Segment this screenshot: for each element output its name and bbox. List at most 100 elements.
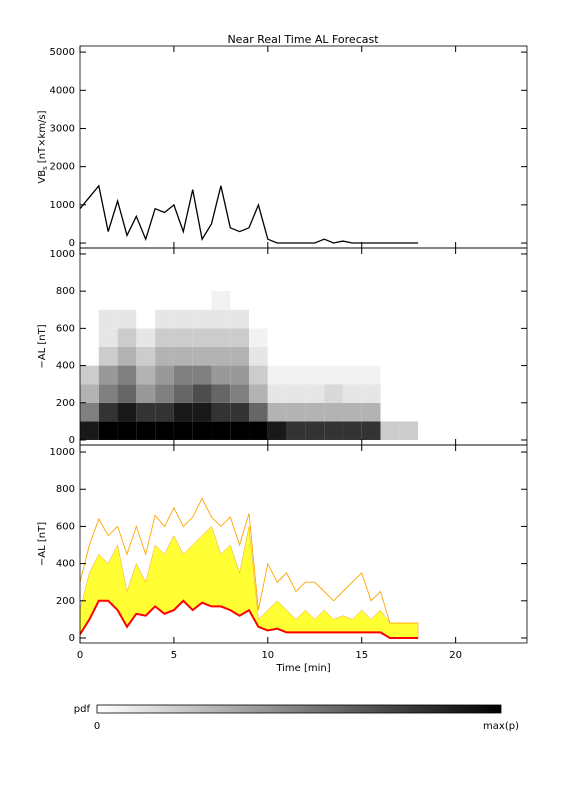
heat-cell xyxy=(192,328,212,347)
heat-cell xyxy=(98,309,118,329)
heat-cell xyxy=(361,365,381,385)
panel: 0 200 400 600 800 1000 0 5 10 15 20 −AL [nT] Time [m… xyxy=(37,444,528,674)
heat-cell xyxy=(117,402,137,422)
panel: 0 200 400 600 800 1000 −AL [nT] xyxy=(37,247,528,446)
heat-cell xyxy=(324,421,343,440)
heat-cell xyxy=(399,346,419,366)
heat-cell xyxy=(98,402,118,422)
heat-cell xyxy=(342,346,362,366)
heat-cell xyxy=(380,328,400,347)
heat-cell xyxy=(286,384,306,403)
y-tick-label: 200 xyxy=(56,596,75,607)
x-tick-label: 15 xyxy=(355,650,368,661)
heat-cell xyxy=(155,384,174,403)
heat-cell xyxy=(98,291,118,310)
heat-cell xyxy=(117,328,137,347)
heat-cell xyxy=(117,309,137,329)
heat-cell xyxy=(211,365,231,385)
heat-cell xyxy=(136,365,156,385)
heat-cell xyxy=(342,291,362,310)
x-tick-label: 10 xyxy=(261,650,274,661)
heat-cell xyxy=(342,421,362,440)
heat-cell xyxy=(342,402,362,422)
heat-cell xyxy=(305,384,325,403)
heat-cell xyxy=(286,402,306,422)
heat-cell xyxy=(249,384,268,403)
heat-cell xyxy=(399,291,419,310)
y-label-main: VB xyxy=(37,170,48,184)
heat-cell xyxy=(267,291,287,310)
x-tick-label: 20 xyxy=(449,650,462,661)
heat-cell xyxy=(230,346,250,366)
heat-cell xyxy=(267,384,287,403)
heat-cell xyxy=(136,309,156,329)
heat-cell xyxy=(267,346,287,366)
heat-cell xyxy=(305,402,325,422)
heat-cell xyxy=(136,346,156,366)
heat-cell xyxy=(399,384,419,403)
heat-cell xyxy=(267,309,287,329)
y-tick-label: 200 xyxy=(56,398,75,409)
heat-cell xyxy=(98,365,118,385)
y-tick-label: 0 xyxy=(69,435,75,446)
heat-cell xyxy=(98,384,118,403)
heat-cell xyxy=(267,402,287,422)
heat-cell xyxy=(267,365,287,385)
heat-cell xyxy=(211,384,231,403)
heat-cell xyxy=(80,346,99,366)
frame xyxy=(79,444,528,644)
heat-cell xyxy=(173,328,193,347)
heat-cell xyxy=(192,346,212,366)
plot-area xyxy=(80,291,419,440)
heat-cell xyxy=(155,291,174,310)
heat-cell xyxy=(286,346,306,366)
heat-cell xyxy=(230,421,250,440)
heat-cell xyxy=(98,421,118,440)
heat-cell xyxy=(249,421,268,440)
heat-cell xyxy=(211,309,231,329)
heat-cell xyxy=(342,365,362,385)
heat-cell xyxy=(230,365,250,385)
heat-cell xyxy=(324,309,343,329)
plot-area xyxy=(80,497,419,639)
y-tick-label: 800 xyxy=(56,484,75,495)
heat-cell xyxy=(173,291,193,310)
heat-cell xyxy=(305,421,325,440)
heat-cell xyxy=(249,291,268,310)
heat-cell xyxy=(173,384,193,403)
heat-cell xyxy=(230,402,250,422)
heat-cell xyxy=(324,291,343,310)
y-tick-label: 4000 xyxy=(50,85,75,96)
heat-cell xyxy=(192,291,212,310)
heat-cell xyxy=(249,346,268,366)
heat-cell xyxy=(342,328,362,347)
heat-cell xyxy=(136,291,156,310)
y-label-sub: s xyxy=(41,166,49,170)
heat-cell xyxy=(361,384,381,403)
frame xyxy=(79,45,528,249)
heat-cell xyxy=(249,365,268,385)
heat-cell xyxy=(267,328,287,347)
heat-cell xyxy=(211,328,231,347)
heat-cell xyxy=(380,384,400,403)
heat-cell xyxy=(286,421,306,440)
heat-cell xyxy=(173,402,193,422)
panel: 0 1000 2000 3000 4000 5000 VBs [nT×km/s] xyxy=(37,45,528,249)
median-line xyxy=(80,599,419,639)
heat-cell xyxy=(305,309,325,329)
heat-cell xyxy=(361,328,381,347)
heat-cell xyxy=(324,328,343,347)
y-tick-label: 400 xyxy=(56,559,75,570)
heat-cell xyxy=(136,402,156,422)
colorbar-label: pdf xyxy=(74,704,91,715)
y-axis-label: −AL [nT] xyxy=(37,324,48,368)
heat-cell xyxy=(399,328,419,347)
heat-cell xyxy=(399,421,419,440)
max-line xyxy=(80,497,419,624)
heat-cell xyxy=(286,365,306,385)
heat-cell xyxy=(80,421,99,440)
plot-area xyxy=(80,184,419,244)
y-label-unit: [nT×km/s] xyxy=(37,110,48,163)
heat-cell xyxy=(230,291,250,310)
